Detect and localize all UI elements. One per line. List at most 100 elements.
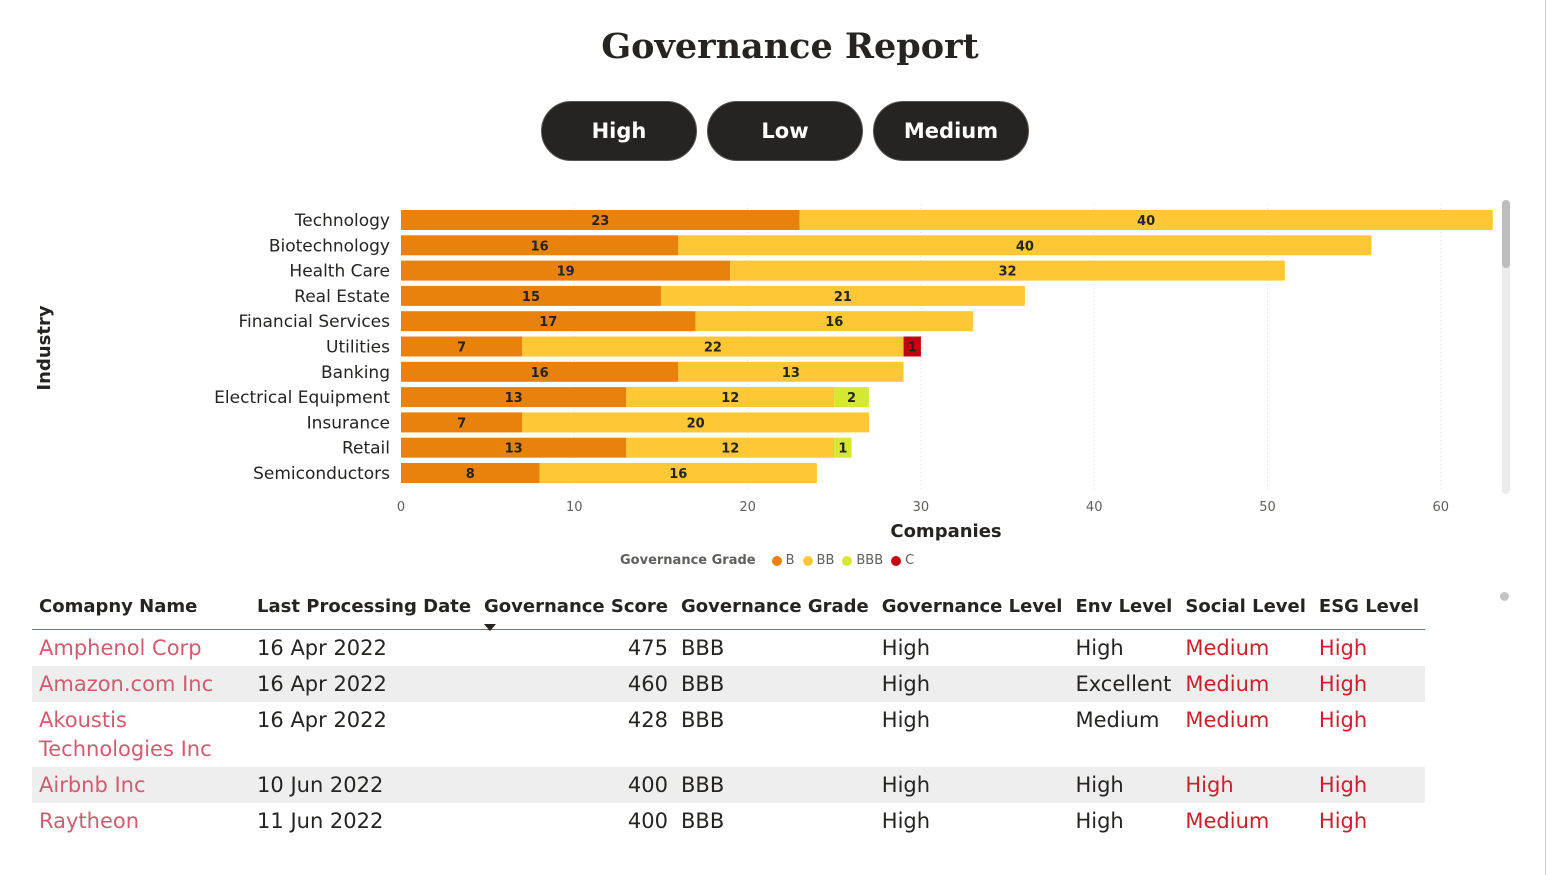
data-label: 13 bbox=[505, 391, 523, 406]
social-level-cell: High bbox=[1178, 767, 1312, 803]
governance-level-cell: High bbox=[881, 708, 931, 732]
category-label: Banking bbox=[321, 363, 390, 383]
legend-label-bb[interactable]: BB bbox=[816, 553, 835, 568]
table-row[interactable]: Amphenol Corp 16 Apr 2022 475 BBB High H… bbox=[32, 630, 1425, 667]
header-social-level[interactable]: Social Level bbox=[1178, 590, 1312, 630]
bar-segment-b bbox=[401, 210, 800, 230]
data-label: 17 bbox=[539, 315, 557, 330]
data-label: 40 bbox=[1016, 239, 1034, 254]
filter-button-low[interactable]: Low bbox=[707, 101, 863, 161]
header-governance-grade[interactable]: Governance Grade bbox=[674, 590, 875, 630]
header-esg-level[interactable]: ESG Level bbox=[1311, 590, 1425, 630]
filter-button-high[interactable]: High bbox=[541, 101, 697, 161]
category-label: Biotechnology bbox=[269, 236, 390, 256]
companies-table: Comapny Name Last Processing Date Govern… bbox=[32, 590, 1425, 839]
category-label: Real Estate bbox=[294, 287, 390, 307]
data-label: 16 bbox=[825, 315, 843, 330]
bar-segment-bb bbox=[678, 361, 904, 382]
header-env-level[interactable]: Env Level bbox=[1068, 590, 1179, 630]
company-name-cell[interactable]: Amazon.com Inc bbox=[32, 666, 251, 702]
bar-segment-bb bbox=[695, 311, 973, 332]
category-label: Health Care bbox=[289, 262, 390, 282]
table-row[interactable]: Amazon.com Inc 16 Apr 2022 460 BBB High … bbox=[32, 666, 1425, 702]
score-cell: 400 bbox=[477, 767, 674, 803]
legend-label-bbb[interactable]: BBB bbox=[856, 553, 884, 568]
data-label: 21 bbox=[834, 290, 852, 305]
header-governance-score[interactable]: Governance Score bbox=[477, 590, 674, 631]
bar-segment-b bbox=[401, 412, 523, 433]
data-label: 16 bbox=[531, 239, 549, 254]
data-label: 1 bbox=[908, 341, 917, 356]
env-level-cell: High bbox=[1075, 636, 1124, 660]
data-label: 20 bbox=[687, 416, 705, 431]
bar-segment-b bbox=[401, 463, 540, 483]
bar-segment-bb bbox=[539, 463, 817, 483]
canvas-edge-rule bbox=[1545, 0, 1546, 875]
data-label: 13 bbox=[782, 366, 800, 381]
x-tick-label: 50 bbox=[1259, 500, 1276, 515]
header-governance-level[interactable]: Governance Level bbox=[874, 590, 1069, 630]
bar-segment-bb bbox=[799, 210, 1493, 230]
data-label: 8 bbox=[466, 467, 475, 482]
governance-level-cell: High bbox=[881, 809, 931, 833]
legend-swatch-bb bbox=[802, 555, 813, 566]
company-name-cell[interactable]: Raytheon bbox=[39, 809, 140, 833]
table-row[interactable]: Airbnb Inc 10 Jun 2022 400 BBB High High… bbox=[32, 767, 1425, 803]
bar-segment-bb bbox=[522, 412, 869, 433]
data-label: 40 bbox=[1137, 214, 1155, 229]
table-scroll-indicator[interactable] bbox=[1500, 592, 1509, 601]
governance-level-cell: High bbox=[874, 767, 1069, 803]
category-label: Utilities bbox=[326, 338, 390, 358]
category-label: Technology bbox=[294, 211, 390, 231]
env-level-cell: High bbox=[1068, 767, 1179, 803]
data-label: 23 bbox=[591, 214, 609, 229]
table-header-row: Comapny Name Last Processing Date Govern… bbox=[32, 590, 1425, 631]
data-label: 12 bbox=[721, 442, 739, 457]
filter-button-medium[interactable]: Medium bbox=[873, 101, 1029, 161]
grade-cell: BBB bbox=[674, 666, 875, 702]
table-row[interactable]: Akoustis Technologies Inc 16 Apr 2022 42… bbox=[32, 702, 1425, 767]
x-tick-label: 60 bbox=[1433, 500, 1450, 515]
chart-scrollbar-track[interactable] bbox=[1502, 200, 1510, 494]
date-cell: 11 Jun 2022 bbox=[257, 809, 384, 833]
data-label: 16 bbox=[669, 467, 687, 482]
esg-level-cell: High bbox=[1318, 809, 1368, 833]
data-label: 16 bbox=[531, 366, 549, 381]
x-tick-label: 20 bbox=[739, 500, 756, 515]
header-governance-score-label: Governance Score bbox=[484, 596, 668, 617]
chart-scrollbar-thumb[interactable] bbox=[1502, 200, 1510, 268]
social-level-cell: Medium bbox=[1178, 666, 1312, 702]
x-tick-label: 40 bbox=[1086, 500, 1103, 515]
bar-segment-bb bbox=[626, 387, 835, 408]
bar-segment-b bbox=[401, 235, 679, 256]
company-name-cell[interactable]: Airbnb Inc bbox=[32, 767, 251, 803]
company-name-cell[interactable]: Akoustis Technologies Inc bbox=[39, 708, 212, 761]
bar-segment-bb bbox=[522, 336, 904, 357]
date-cell: 16 Apr 2022 bbox=[257, 708, 387, 732]
company-name-cell[interactable]: Amphenol Corp bbox=[39, 636, 202, 660]
sort-descending-icon bbox=[484, 624, 497, 631]
header-last-processing-date[interactable]: Last Processing Date bbox=[250, 590, 478, 630]
legend-label-b[interactable]: B bbox=[785, 553, 795, 568]
score-cell: 460 bbox=[477, 666, 674, 702]
esg-level-cell: High bbox=[1311, 767, 1425, 803]
grade-cell: BBB bbox=[681, 708, 725, 732]
grade-cell: BBB bbox=[674, 767, 875, 803]
table-row[interactable]: Raytheon 11 Jun 2022 400 BBB High High M… bbox=[32, 803, 1425, 839]
bar-segment-b bbox=[401, 336, 523, 357]
data-label: 7 bbox=[457, 416, 466, 431]
industry-bar-chart: Technology 23 40 Biotechnology 16 40 Health Ca… bbox=[34, 204, 1493, 542]
social-level-cell: Medium bbox=[1185, 636, 1270, 660]
category-label: Retail bbox=[342, 439, 390, 459]
governance-level-cell: High bbox=[881, 636, 931, 660]
x-tick-label: 0 bbox=[397, 500, 405, 515]
legend-label-c[interactable]: C bbox=[905, 553, 915, 568]
bar-segment-c bbox=[903, 336, 921, 357]
data-label: 32 bbox=[999, 265, 1017, 280]
header-company-name[interactable]: Comapny Name bbox=[32, 590, 251, 630]
bar-segment-bb bbox=[730, 260, 1285, 281]
page-title: Governance Report bbox=[601, 26, 979, 67]
bar-segment-bbb bbox=[834, 387, 869, 408]
chart-legend: Governance Grade B BB BBB C bbox=[620, 553, 914, 568]
score-cell: 428 bbox=[627, 708, 668, 732]
